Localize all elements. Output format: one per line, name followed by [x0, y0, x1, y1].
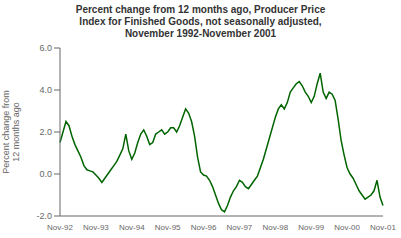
svg-text:6.0: 6.0	[39, 43, 52, 53]
svg-text:Nov-99: Nov-99	[298, 223, 324, 232]
svg-text:Nov-94: Nov-94	[119, 223, 145, 232]
svg-text:Nov-95: Nov-95	[155, 223, 181, 232]
svg-text:2.0: 2.0	[39, 127, 52, 137]
svg-text:Nov-96: Nov-96	[191, 223, 217, 232]
svg-text:4.0: 4.0	[39, 85, 52, 95]
svg-text:-2.0: -2.0	[36, 211, 52, 221]
svg-text:Nov-93: Nov-93	[83, 223, 109, 232]
html-text:Index for Finished Goods, not: Index for Finished Goods, not seasonally…	[79, 16, 322, 27]
svg-text:Nov-98: Nov-98	[262, 223, 288, 232]
html-text:November 1992-November 2001: November 1992-November 2001	[124, 28, 277, 39]
html-text:Percent change from 12 months: Percent change from 12 months ago, Produ…	[75, 4, 326, 15]
svg-text:Nov-01: Nov-01	[370, 223, 393, 232]
svg-text:Percent change from12 months a: Percent change from12 months ago	[8, 90, 21, 174]
svg-text:Nov-00: Nov-00	[334, 223, 360, 232]
svg-text:Nov-97: Nov-97	[227, 223, 253, 232]
svg-text:Nov-92: Nov-92	[47, 223, 73, 232]
svg-text:0.0: 0.0	[39, 169, 52, 179]
